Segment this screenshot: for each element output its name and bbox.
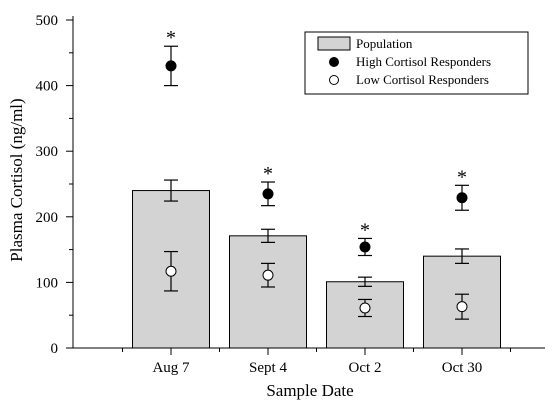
y-axis-title: Plasma Cortisol (ng/ml) — [7, 98, 26, 261]
x-axis-title: Sample Date — [266, 381, 353, 400]
x-tick-label: Aug 7 — [152, 360, 190, 376]
y-tick-label: 500 — [36, 13, 59, 29]
point-low — [359, 302, 371, 314]
y-tick-label: 400 — [36, 79, 59, 95]
legend-label-low: Low Cortisol Responders — [356, 72, 489, 87]
significance-star: * — [166, 27, 176, 49]
point-low — [262, 269, 274, 281]
y-tick-label: 100 — [36, 275, 59, 291]
legend-marker-high — [329, 57, 339, 67]
legend-label-population: Population — [356, 36, 413, 51]
point-low — [456, 301, 468, 313]
legend-marker-low — [329, 75, 339, 85]
point-high — [262, 188, 274, 200]
point-high — [456, 192, 468, 204]
significance-star: * — [457, 166, 467, 188]
legend-swatch-population — [317, 36, 351, 51]
point-high — [165, 60, 177, 72]
significance-star: * — [263, 163, 273, 185]
y-tick-label: 0 — [51, 341, 59, 357]
x-tick-label: Oct 30 — [442, 360, 482, 376]
point-high — [359, 241, 371, 253]
point-low — [165, 265, 177, 277]
x-tick-label: Oct 2 — [349, 360, 382, 376]
plot-area: * * * * — [132, 27, 501, 349]
legend: Population High Cortisol Responders Low … — [304, 31, 529, 95]
y-tick-label: 200 — [36, 210, 59, 226]
axes: 0 100 200 300 400 500 Aug 7 Sept 4 Oct 2 Oct 30 — [36, 13, 545, 376]
y-tick-label: 300 — [36, 144, 59, 160]
bar-population — [229, 235, 307, 349]
x-tick-label: Sept 4 — [249, 360, 287, 376]
legend-label-high: High Cortisol Responders — [356, 54, 491, 69]
significance-star: * — [360, 219, 370, 241]
